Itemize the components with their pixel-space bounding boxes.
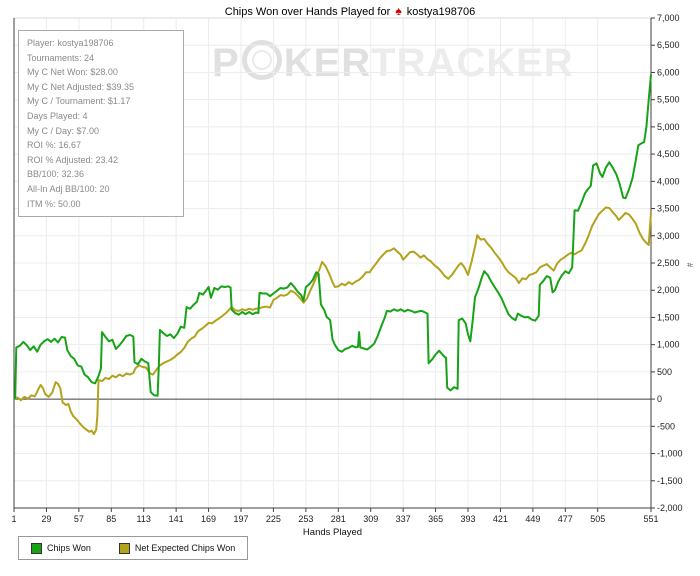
stats-line: All-In Adj BB/100: 20 [27, 183, 110, 194]
y-tick-label: 6,000 [657, 67, 680, 77]
stats-line: BB/100: 32.36 [27, 169, 85, 180]
x-tick-label: 551 [643, 514, 658, 524]
y-tick-label: -1,000 [657, 449, 683, 459]
x-tick-label: 477 [558, 514, 573, 524]
chart-title-player: kostya198706 [406, 6, 476, 18]
y-axis-title: # [685, 263, 694, 268]
x-tick-label: 449 [525, 514, 540, 524]
stats-line: ITM %: 50.00 [27, 198, 81, 209]
x-tick-label: 309 [363, 514, 378, 524]
series-line-chips-won [13, 74, 652, 400]
y-tick-label: 6,500 [657, 40, 680, 50]
stats-line: Days Played: 4 [27, 110, 88, 121]
y-tick-label: -2,000 [657, 503, 683, 513]
y-tick-label: 1,000 [657, 340, 680, 350]
x-tick-label: 421 [493, 514, 508, 524]
watermark-ker: KER [283, 41, 372, 85]
x-tick-label: 393 [460, 514, 475, 524]
x-tick-label: 505 [590, 514, 605, 524]
pokertracker-spade-icon: ♠ [395, 4, 402, 18]
stats-line: ROI %: 16.67 [27, 140, 82, 151]
y-tick-label: 5,500 [657, 95, 680, 105]
x-tick-label: 225 [266, 514, 281, 524]
y-tick-label: 2,500 [657, 258, 680, 268]
player-stats-box: Player: kostya198706 Tournaments: 24 My C … [18, 30, 184, 218]
chart-legend: Chips Won Net Expected Chips Won [18, 536, 249, 560]
stats-line: ROI % Adjusted: 23.42 [27, 154, 119, 165]
legend-item: Chips Won [31, 542, 91, 554]
x-tick-label: 85 [106, 514, 116, 524]
stats-line: My C / Tournament: $1.17 [27, 96, 131, 107]
x-tick-label: 113 [137, 514, 151, 524]
y-tick-label: 4,500 [657, 149, 680, 159]
x-tick-label: 337 [396, 514, 411, 524]
series-line-net-expected-chips-won [13, 206, 652, 435]
stats-line: Player: kostya198706 [27, 38, 114, 48]
legend-label: Chips Won [47, 543, 91, 553]
y-tick-label: 5,000 [657, 122, 680, 132]
y-tick-label: 3,000 [657, 231, 680, 241]
stats-line: My C / Day: $7.00 [27, 125, 100, 136]
x-tick-label: 197 [233, 514, 248, 524]
y-tick-label: -500 [657, 421, 675, 431]
legend-label: Net Expected Chips Won [134, 543, 236, 553]
x-tick-label: 253 [298, 514, 313, 524]
y-tick-label: 7,000 [657, 13, 680, 23]
x-tick-label: 29 [41, 514, 51, 524]
chart-title: Chips Won over Hands Played for ♠ kostya… [0, 4, 700, 18]
x-tick-label: 281 [331, 514, 346, 524]
stats-line: My C Net Adjusted: $39.35 [27, 81, 135, 92]
pokertracker-watermark: P KERTRACKER [212, 40, 574, 86]
stats-line: Tournaments: 24 [27, 52, 95, 63]
y-tick-label: 2,000 [657, 285, 680, 295]
x-tick-label: 365 [428, 514, 443, 524]
x-tick-label: 1 [11, 514, 16, 524]
y-tick-label: 4,000 [657, 176, 680, 186]
legend-swatch-icon [31, 542, 42, 554]
y-tick-label: 500 [657, 367, 672, 377]
y-tick-label: -1,500 [657, 476, 683, 486]
y-tick-label: 1,500 [657, 312, 680, 322]
watermark-tracker: TRACKER [371, 41, 574, 85]
x-tick-label: 141 [169, 514, 184, 524]
legend-item: Net Expected Chips Won [118, 542, 236, 554]
stats-line: My C Net Won: $28.00 [27, 67, 118, 78]
y-tick-label: 0 [657, 394, 662, 404]
poker-chip-icon [241, 40, 282, 80]
x-tick-label: 169 [201, 514, 216, 524]
chart-title-text: Chips Won over Hands Played for [224, 6, 391, 18]
watermark-p: P [212, 41, 240, 85]
x-tick-label: 57 [74, 514, 84, 524]
y-tick-label: 3,500 [657, 204, 680, 214]
legend-swatch-icon [118, 542, 130, 554]
x-axis-title: Hands Played [303, 527, 362, 538]
